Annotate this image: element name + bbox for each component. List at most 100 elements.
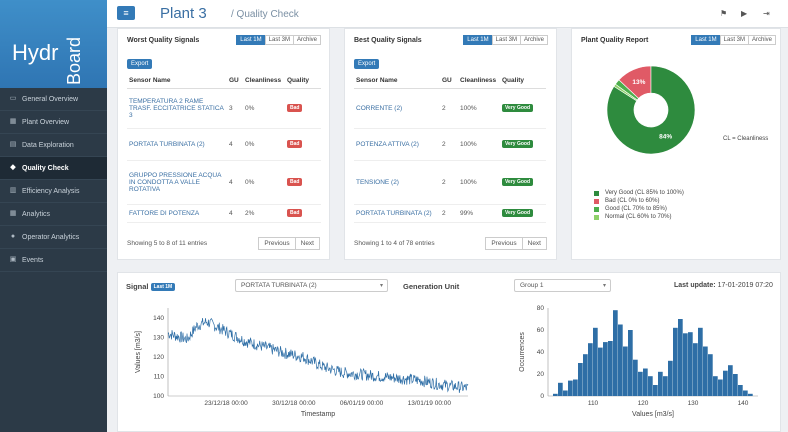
x-tick-label: 13/01/19 00:00 xyxy=(408,400,452,407)
sidebar-item-label: Data Exploration xyxy=(22,141,74,149)
sidebar: Hydr Board ▭ General Overview ▦ Plant Overv… xyxy=(0,0,107,432)
legend-swatch xyxy=(594,190,599,196)
signal-label: Signal Last 1M xyxy=(126,282,176,292)
series-line xyxy=(167,317,469,393)
previous-button[interactable]: Previous xyxy=(485,237,523,250)
histogram-bar xyxy=(588,343,593,396)
table-row[interactable]: FATTORE DI POTENZA 4 2% Bad xyxy=(127,204,321,223)
sidebar-item-data-exploration[interactable]: ▤ Data Exploration xyxy=(0,134,107,157)
hydroboard-logo[interactable]: Hydr Board xyxy=(0,0,107,88)
histogram-bar xyxy=(643,368,648,396)
tab-last-1m[interactable]: Last 1M xyxy=(691,35,721,45)
table-row[interactable]: TENSIONE (2) 2 100% Very Good xyxy=(354,160,546,205)
y-tick-label: 40 xyxy=(537,349,545,356)
sidebar-item-analytics[interactable]: ▦ Analytics xyxy=(0,203,107,226)
histogram-bar xyxy=(633,359,638,396)
tab-archive[interactable]: Archive xyxy=(747,35,776,45)
pagination: Previous Next xyxy=(485,237,547,250)
x-tick-label: 06/01/19 00:00 xyxy=(340,400,384,407)
table-row[interactable]: TEMPERATURA 2 RAME TRASF. ECCITATRICE ST… xyxy=(127,88,321,129)
export-button[interactable]: Export xyxy=(127,59,153,69)
column-header[interactable]: Sensor Name xyxy=(354,74,440,89)
sensor-name-link[interactable]: CORRENTE (2) xyxy=(354,88,440,129)
flag-icon[interactable]: ⚑ xyxy=(720,9,728,18)
quality-badge: Bad xyxy=(287,140,303,148)
last-update-label: Last update: xyxy=(674,282,716,289)
quality-badge: Very Good xyxy=(502,140,534,148)
table-row[interactable]: PORTATA TURBINATA (2) 2 99% Very Good xyxy=(354,204,546,223)
sidebar-item-label: Operator Analytics xyxy=(22,233,80,241)
column-header[interactable]: Cleanliness xyxy=(458,74,500,89)
histogram-bar xyxy=(628,330,633,396)
histogram-bar xyxy=(718,379,723,396)
sidebar-item-quality-check[interactable]: ◆ Quality Check xyxy=(0,157,107,180)
column-header[interactable]: Quality xyxy=(285,74,321,89)
sensor-name-link[interactable]: TENSIONE (2) xyxy=(354,160,440,205)
tab-last-1m[interactable]: Last 1M xyxy=(236,35,266,45)
sensor-name-link[interactable]: GRUPPO PRESSIONE ACQUA IN CONDOTTA A VAL… xyxy=(127,160,227,205)
tab-last-3m[interactable]: Last 3M xyxy=(264,35,294,45)
column-header[interactable]: Sensor Name xyxy=(127,74,227,89)
cleanliness-cell: 100% xyxy=(458,88,500,129)
histogram-bar xyxy=(583,354,588,396)
column-header[interactable]: GU xyxy=(440,74,458,89)
sidebar-item-operator-analytics[interactable]: ● Operator Analytics xyxy=(0,226,107,249)
tab-archive[interactable]: Archive xyxy=(519,35,548,45)
histogram-bar xyxy=(553,393,558,396)
histogram-bar xyxy=(713,376,718,396)
histogram-bar xyxy=(598,347,603,396)
sidebar-item-general-overview[interactable]: ▭ General Overview xyxy=(0,88,107,111)
next-button[interactable]: Next xyxy=(521,237,547,250)
video-icon[interactable]: ▶ xyxy=(741,9,748,18)
menu-toggle-button[interactable]: ≡ xyxy=(117,6,135,20)
tab-last-1m[interactable]: Last 1M xyxy=(463,35,493,45)
pie-slice[interactable] xyxy=(606,65,696,155)
tab-archive[interactable]: Archive xyxy=(292,35,321,45)
legend-swatch xyxy=(594,198,599,204)
table-row[interactable]: PORTATA TURBINATA (2) 4 0% Bad xyxy=(127,128,321,161)
table-icon: ▤ xyxy=(9,141,17,148)
generation-unit-select[interactable]: Group 1 ▾ xyxy=(514,279,611,292)
sensor-name-link[interactable]: PORTATA TURBINATA (2) xyxy=(127,128,227,161)
histogram-bar xyxy=(608,341,613,396)
best-signals-table: Sensor Name GU Cleanliness Quality CORRE… xyxy=(354,74,546,223)
last-update-value: 17-01-2019 07:20 xyxy=(717,282,773,289)
tab-last-3m[interactable]: Last 3M xyxy=(719,35,749,45)
sensor-name-link[interactable]: FATTORE DI POTENZA xyxy=(127,204,227,223)
gu-cell: 2 xyxy=(440,160,458,205)
quality-badge: Very Good xyxy=(502,178,534,186)
x-tick-label: 140 xyxy=(738,400,749,407)
column-header[interactable]: Cleanliness xyxy=(243,74,285,89)
export-button[interactable]: Export xyxy=(354,59,380,69)
histogram-bar xyxy=(668,360,673,396)
generation-unit-label: Generation Unit xyxy=(403,282,460,291)
chevron-down-icon: ▾ xyxy=(602,283,606,289)
signal-select[interactable]: PORTATA TURBINATA (2) ▾ xyxy=(235,279,388,292)
table-row[interactable]: POTENZA ATTIVA (2) 2 100% Very Good xyxy=(354,128,546,161)
breadcrumb: / Quality Check xyxy=(231,9,299,20)
histogram-bar xyxy=(738,385,743,396)
table-row[interactable]: CORRENTE (2) 2 100% Very Good xyxy=(354,88,546,129)
sensor-name-link[interactable]: TEMPERATURA 2 RAME TRASF. ECCITATRICE ST… xyxy=(127,88,227,129)
previous-button[interactable]: Previous xyxy=(258,237,296,250)
sensor-name-link[interactable]: POTENZA ATTIVA (2) xyxy=(354,128,440,161)
histogram-bar xyxy=(663,376,668,396)
histogram-bar xyxy=(653,385,658,396)
legend-item: Normal (CL 60% to 70%) xyxy=(594,213,684,221)
histogram-bar xyxy=(708,354,713,396)
logout-icon[interactable]: ⇥ xyxy=(763,9,770,18)
tab-last-3m[interactable]: Last 3M xyxy=(491,35,521,45)
column-header[interactable]: GU xyxy=(227,74,243,89)
gu-cell: 4 xyxy=(227,160,243,205)
cleanliness-cell: 0% xyxy=(243,128,285,161)
sidebar-item-events[interactable]: ▣ Events xyxy=(0,249,107,272)
sensor-name-link[interactable]: PORTATA TURBINATA (2) xyxy=(354,204,440,223)
next-button[interactable]: Next xyxy=(294,237,320,250)
table-row[interactable]: GRUPPO PRESSIONE ACQUA IN CONDOTTA A VAL… xyxy=(127,160,321,205)
sidebar-item-efficiency-analysis[interactable]: ▥ Efficiency Analysis xyxy=(0,180,107,203)
plant-quality-report-panel: Plant Quality Report Last 1M Last 3M Arc… xyxy=(571,28,781,260)
column-header[interactable]: Quality xyxy=(500,74,546,89)
sidebar-item-plant-overview[interactable]: ▦ Plant Overview xyxy=(0,111,107,134)
pagination: Previous Next xyxy=(258,237,320,250)
legend-swatch xyxy=(594,214,599,220)
